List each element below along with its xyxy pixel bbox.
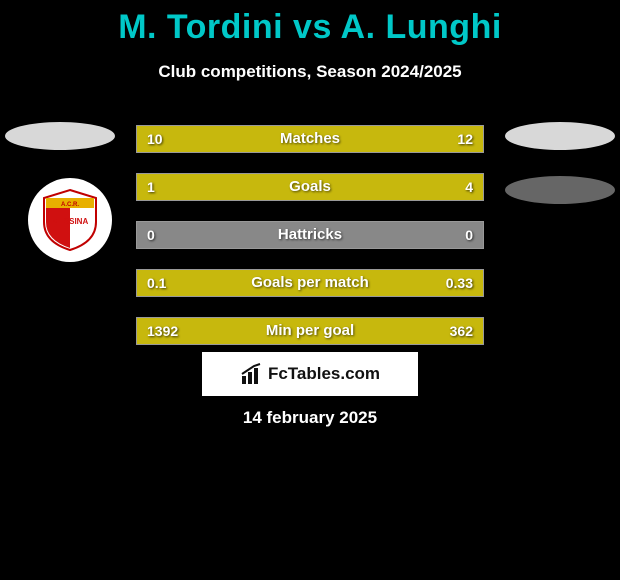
svg-text:A.C.R.: A.C.R. <box>61 202 79 208</box>
stat-label: Matches <box>137 126 483 152</box>
stat-value-right: 362 <box>450 318 473 344</box>
stat-label: Goals per match <box>137 270 483 296</box>
stat-value-left: 1 <box>147 174 155 200</box>
stat-value-left: 0 <box>147 222 155 248</box>
stat-value-right: 12 <box>457 126 473 152</box>
stat-value-left: 10 <box>147 126 163 152</box>
player-left-placeholder <box>5 122 115 150</box>
date-label: 14 february 2025 <box>0 408 620 428</box>
stat-row: Goals1 4 <box>136 173 484 201</box>
stat-row: Goals per match0.1 0.33 <box>136 269 484 297</box>
messina-shield-icon: A.C.R. MESSINA <box>38 188 102 252</box>
stats-bars: Matches10 12 Goals1 4 Hattricks0 0 Goals per m… <box>136 125 484 365</box>
page-title: M. Tordini vs A. Lunghi <box>0 8 620 47</box>
player-right-placeholder <box>505 122 615 150</box>
brand-badge: FcTables.com <box>202 352 418 396</box>
subtitle: Club competitions, Season 2024/2025 <box>0 62 620 82</box>
club-badge-left: A.C.R. MESSINA <box>28 178 112 262</box>
stat-value-right: 4 <box>465 174 473 200</box>
stat-value-right: 0.33 <box>446 270 473 296</box>
stat-value-left: 1392 <box>147 318 178 344</box>
club-right-placeholder <box>505 176 615 204</box>
stat-row: Hattricks0 0 <box>136 221 484 249</box>
brand-text: FcTables.com <box>268 364 380 384</box>
stat-label: Goals <box>137 174 483 200</box>
svg-text:MESSINA: MESSINA <box>52 217 89 226</box>
stat-value-right: 0 <box>465 222 473 248</box>
stat-row: Min per goal1392 362 <box>136 317 484 345</box>
bar-chart-icon <box>240 362 264 386</box>
stat-row: Matches10 12 <box>136 125 484 153</box>
stat-label: Hattricks <box>137 222 483 248</box>
stat-label: Min per goal <box>137 318 483 344</box>
stat-value-left: 0.1 <box>147 270 166 296</box>
